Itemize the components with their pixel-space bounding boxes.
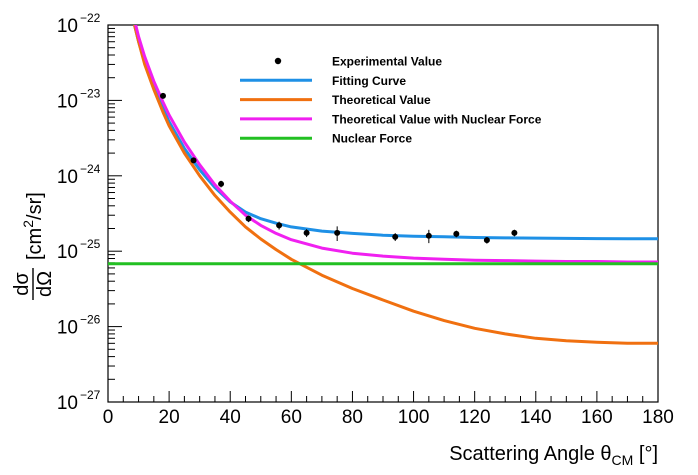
y-axis-title-unit: [cm2/sr]: [20, 192, 46, 260]
y-tick-label: 10: [57, 16, 78, 37]
data-point: [245, 215, 252, 222]
y-axis-title-denominator: dΩ: [34, 271, 56, 297]
series-line-theoretical-value: [132, 25, 658, 345]
experimental-points: [160, 92, 518, 244]
data-point: [218, 180, 225, 187]
data-point: [190, 157, 197, 164]
x-tick-label: 20: [159, 407, 180, 428]
legend-label-theoretical-value: Theoretical Value: [332, 93, 431, 107]
x-axis-ticks: 0 20 40 60 80 100 120 140 160 180: [103, 391, 674, 428]
x-tick-label: 120: [459, 407, 491, 428]
x-tick-label: 100: [398, 407, 430, 428]
legend-label-nuclear-force: Nuclear Force: [332, 132, 412, 146]
legend-label-experimental-value: Experimental Value: [332, 55, 442, 69]
y-axis-title: dσ dΩ [cm2/sr]: [11, 192, 56, 300]
series-layer: [108, 25, 658, 345]
x-tick-label: 60: [281, 407, 302, 428]
legend-label-fitting-curve: Fitting Curve: [332, 74, 406, 88]
y-tick-exponent: −26: [80, 313, 101, 327]
series-line-theoretical-value-with-nuclear-force: [134, 25, 658, 264]
data-point: [303, 229, 310, 236]
x-tick-label: 160: [581, 407, 613, 428]
y-tick-label: 10: [57, 318, 78, 339]
y-tick-exponent: −27: [80, 388, 101, 402]
x-tick-label: 180: [642, 407, 674, 428]
x-axis-title: Scattering Angle θCM [°]: [449, 443, 658, 468]
x-tick-label: 80: [342, 407, 363, 428]
series-line-fitting-curve: [132, 25, 658, 241]
data-point: [276, 222, 283, 229]
legend-marker-experimental-value: [274, 57, 282, 65]
x-tick-label: 0: [103, 407, 114, 428]
y-tick-label: 10: [57, 91, 78, 112]
data-point: [392, 233, 399, 240]
y-tick-label: 10: [57, 167, 78, 188]
y-tick-exponent: −22: [80, 11, 101, 25]
data-point: [483, 237, 490, 244]
y-tick-label: 10: [57, 242, 78, 263]
x-tick-label: 40: [220, 407, 241, 428]
data-point: [453, 230, 460, 237]
y-tick-exponent: −24: [80, 162, 101, 176]
x-tick-label: 140: [520, 407, 552, 428]
y-tick-exponent: −25: [80, 237, 101, 251]
y-axis-title-numerator: dσ: [11, 272, 33, 296]
data-point: [160, 92, 166, 99]
legend-label-theoretical-value-with-nuclear-force: Theoretical Value with Nuclear Force: [332, 112, 542, 126]
legend: Experimental Value Fitting Curve Theoretic…: [240, 55, 542, 146]
y-tick-label: 10: [57, 393, 78, 414]
data-point: [511, 229, 518, 236]
data-point: [425, 232, 432, 239]
data-point: [334, 229, 341, 236]
y-tick-exponent: −23: [80, 86, 101, 100]
